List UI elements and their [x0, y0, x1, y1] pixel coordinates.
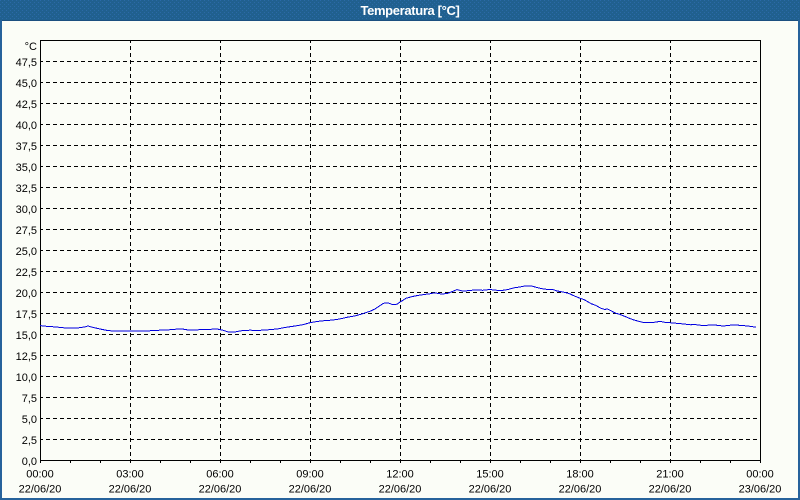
svg-text:22/06/20: 22/06/20	[379, 484, 422, 496]
svg-text:40,0: 40,0	[16, 120, 37, 132]
svg-text:0,0: 0,0	[22, 456, 37, 468]
svg-text:47,5: 47,5	[16, 57, 37, 69]
svg-text:10,0: 10,0	[16, 372, 37, 384]
svg-text:22/06/20: 22/06/20	[649, 484, 692, 496]
svg-text:7,5: 7,5	[22, 393, 37, 405]
svg-text:17,5: 17,5	[16, 309, 37, 321]
svg-text:32,5: 32,5	[16, 183, 37, 195]
svg-text:00:00: 00:00	[746, 469, 774, 481]
svg-text:22,5: 22,5	[16, 267, 37, 279]
svg-text:22/06/20: 22/06/20	[19, 484, 62, 496]
svg-text:18:00: 18:00	[566, 469, 594, 481]
svg-text:22/06/20: 22/06/20	[469, 484, 512, 496]
svg-text:42,5: 42,5	[16, 99, 37, 111]
svg-text:37,5: 37,5	[16, 141, 37, 153]
svg-text:5,0: 5,0	[22, 414, 37, 426]
svg-text:22/06/20: 22/06/20	[109, 484, 152, 496]
svg-text:45,0: 45,0	[16, 78, 37, 90]
svg-text:35,0: 35,0	[16, 162, 37, 174]
svg-text:03:00: 03:00	[116, 469, 144, 481]
svg-text:20,0: 20,0	[16, 288, 37, 300]
svg-text:30,0: 30,0	[16, 204, 37, 216]
svg-text:06:00: 06:00	[206, 469, 234, 481]
svg-text:15,0: 15,0	[16, 330, 37, 342]
svg-text:15:00: 15:00	[476, 469, 504, 481]
svg-text:12,5: 12,5	[16, 351, 37, 363]
svg-text:21:00: 21:00	[656, 469, 684, 481]
svg-text:22/06/20: 22/06/20	[559, 484, 602, 496]
svg-text:22/06/20: 22/06/20	[199, 484, 242, 496]
svg-text:12:00: 12:00	[386, 469, 414, 481]
svg-text:09:00: 09:00	[296, 469, 324, 481]
svg-text:27,5: 27,5	[16, 225, 37, 237]
svg-text:°C: °C	[25, 41, 37, 53]
svg-text:2,5: 2,5	[22, 435, 37, 447]
svg-text:25,0: 25,0	[16, 246, 37, 258]
svg-text:22/06/20: 22/06/20	[289, 484, 332, 496]
svg-text:Temperatura [°C]: Temperatura [°C]	[360, 3, 459, 18]
svg-text:23/06/20: 23/06/20	[739, 484, 782, 496]
svg-text:00:00: 00:00	[26, 469, 54, 481]
